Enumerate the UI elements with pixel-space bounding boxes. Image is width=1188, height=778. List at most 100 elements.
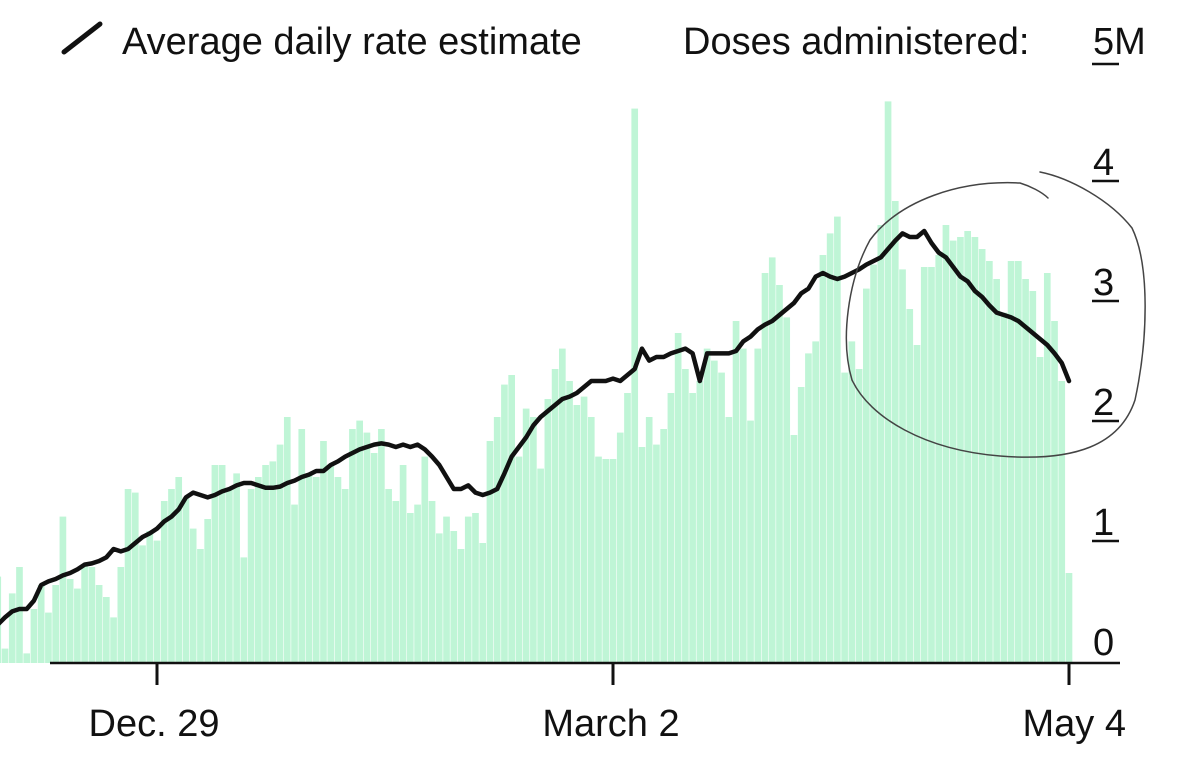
bar [674, 333, 682, 663]
bar [573, 405, 581, 663]
bar [602, 459, 610, 663]
bar [776, 285, 783, 663]
bar [153, 540, 161, 663]
x-axis: Dec. 29 March 2 May 4 [50, 661, 1126, 745]
bar [247, 489, 255, 663]
bar [993, 279, 1000, 663]
bar [645, 417, 653, 663]
bar [464, 516, 472, 663]
bar [747, 420, 754, 663]
bar [52, 585, 59, 663]
bar [906, 309, 914, 663]
bar [768, 257, 776, 663]
bar [522, 408, 530, 663]
bar [211, 465, 219, 663]
bar [37, 585, 45, 663]
bar [399, 465, 407, 663]
bar [255, 477, 262, 663]
bar [204, 519, 211, 663]
bar [739, 348, 747, 663]
legend-line-label: Average daily rate estimate [122, 21, 582, 63]
bar [971, 237, 979, 663]
x-tick-label: Dec. 29 [89, 703, 220, 745]
bar [928, 267, 935, 663]
bar [74, 588, 81, 663]
bar [392, 501, 400, 663]
bar [783, 317, 791, 663]
bar [486, 441, 494, 663]
bar [884, 101, 892, 663]
bar [131, 492, 139, 663]
bar [790, 435, 798, 663]
bar [450, 531, 458, 663]
bar [530, 417, 537, 663]
bar [566, 381, 573, 663]
bar [189, 528, 197, 663]
bar [1007, 261, 1015, 663]
x-tick-label: May 4 [1023, 703, 1126, 745]
bar [146, 531, 154, 663]
bar [1058, 381, 1066, 663]
legend-line-swatch [61, 21, 103, 55]
bar [855, 369, 863, 663]
bar [703, 348, 711, 663]
bar [595, 456, 602, 663]
bar [226, 489, 233, 663]
bar [298, 429, 306, 663]
bar [363, 432, 371, 663]
bar [877, 225, 885, 663]
bar [269, 461, 277, 663]
bar [986, 261, 993, 663]
bar [23, 653, 31, 663]
bar [341, 489, 349, 663]
bar [711, 360, 718, 663]
bar [631, 108, 639, 664]
bar [935, 255, 943, 663]
legend: Average daily rate estimate Doses admini… [61, 21, 1029, 63]
bar [899, 269, 906, 663]
bar [587, 417, 595, 663]
series-line-average-daily-rate [0, 228, 1072, 626]
bar [689, 393, 696, 663]
bar [732, 321, 740, 663]
bar [370, 453, 378, 663]
bar [479, 543, 487, 663]
bar [305, 473, 313, 663]
bar [81, 564, 88, 663]
bar [435, 533, 443, 663]
bar [472, 513, 479, 663]
bar [797, 387, 805, 663]
bar [1029, 291, 1037, 663]
bar [1000, 312, 1008, 663]
bar [88, 567, 96, 663]
bar [891, 201, 899, 663]
bar [124, 489, 132, 663]
bars-layer [0, 101, 1073, 664]
bar [349, 429, 356, 663]
bar [870, 264, 877, 663]
bar [515, 456, 523, 663]
bar [559, 348, 566, 663]
bar [291, 504, 298, 663]
bar [407, 513, 414, 663]
bar [653, 444, 660, 663]
y-tick-label: 1 [1093, 502, 1114, 544]
y-tick-label: 0 [1093, 622, 1114, 664]
legend-bars-label: Doses administered: [683, 21, 1029, 63]
bar [421, 456, 429, 663]
y-axis: 0 1 2 3 4 5M [1092, 21, 1146, 664]
bar [45, 612, 52, 663]
bar [59, 516, 67, 663]
bar [276, 444, 284, 663]
bar [913, 345, 921, 663]
bar [863, 288, 870, 663]
bar [819, 255, 827, 663]
bar [139, 545, 146, 663]
bar [233, 473, 240, 663]
bar [1036, 357, 1044, 663]
bar [1022, 279, 1029, 663]
bar [378, 429, 385, 663]
bar [544, 399, 552, 663]
bar [320, 441, 327, 663]
bar [942, 225, 950, 663]
